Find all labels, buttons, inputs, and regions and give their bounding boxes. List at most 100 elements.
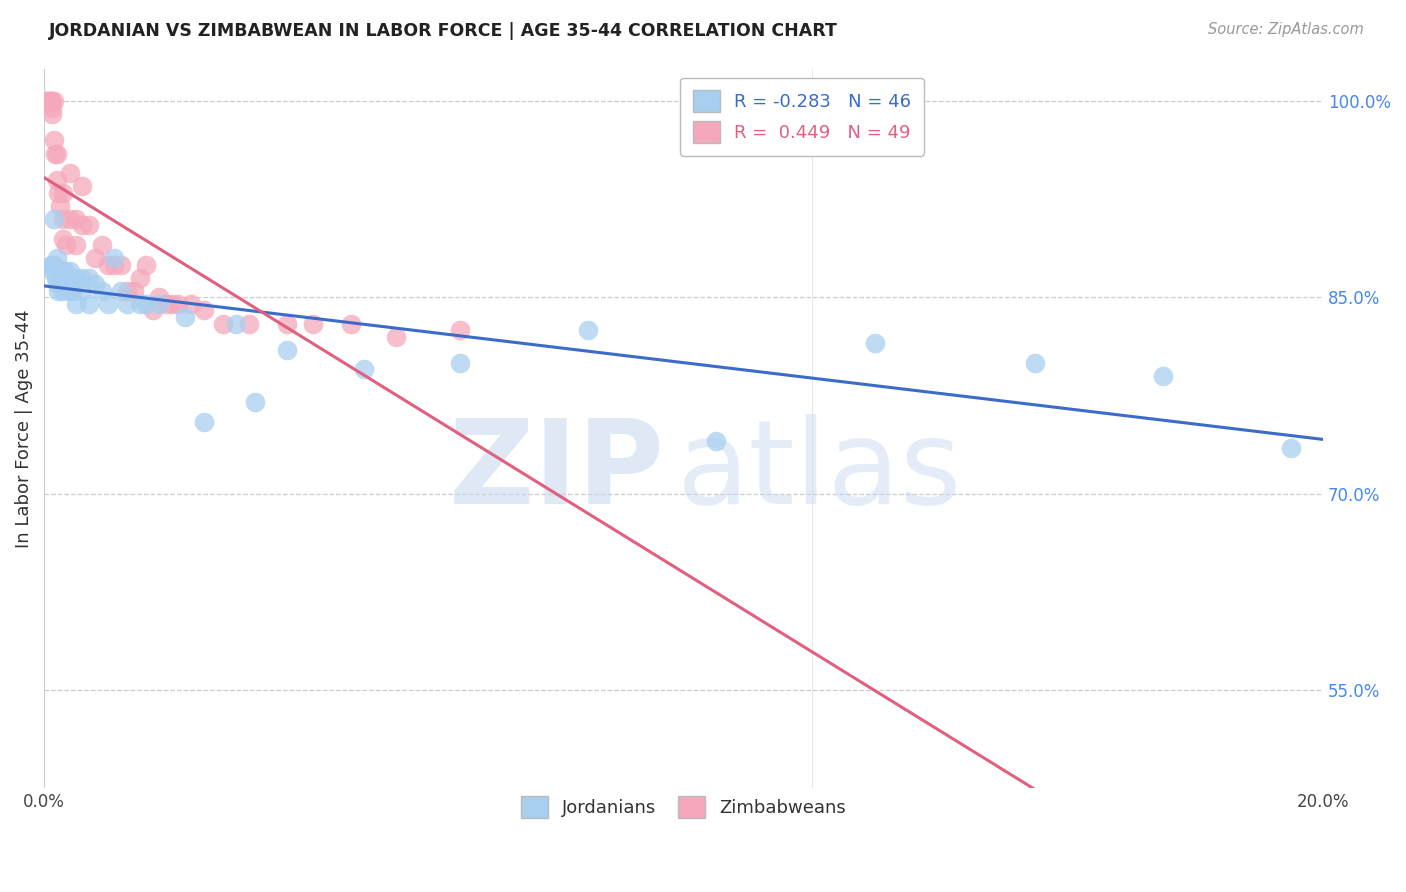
Point: [41, 101, 63, 115]
Point: [37, 94, 59, 108]
Point: [238, 317, 260, 331]
Point: [35, 94, 58, 108]
Point: [110, 284, 132, 298]
Legend: Jordanians, Zimbabweans: Jordanians, Zimbabweans: [513, 789, 853, 826]
Point: [65, 297, 87, 311]
Point: [193, 415, 215, 429]
Point: [42, 133, 65, 147]
Point: [59, 166, 82, 180]
Point: [44, 146, 66, 161]
Point: [225, 317, 247, 331]
Point: [449, 356, 471, 370]
Point: [103, 258, 125, 272]
Point: [142, 303, 165, 318]
Point: [62, 284, 84, 298]
Text: atlas: atlas: [678, 414, 963, 529]
Point: [122, 284, 145, 298]
Point: [59, 284, 82, 298]
Point: [52, 264, 75, 278]
Point: [148, 297, 170, 311]
Point: [49, 199, 72, 213]
Point: [55, 238, 77, 252]
Point: [97, 297, 120, 311]
Point: [72, 270, 94, 285]
Point: [46, 186, 69, 200]
Point: [865, 336, 887, 351]
Point: [110, 258, 132, 272]
Point: [193, 303, 215, 318]
Point: [84, 251, 107, 265]
Point: [39, 94, 62, 108]
Point: [276, 317, 298, 331]
Point: [129, 297, 152, 311]
Point: [42, 211, 65, 226]
Point: [55, 277, 77, 292]
Point: [84, 277, 107, 292]
Point: [41, 264, 63, 278]
Point: [117, 284, 139, 298]
Point: [449, 323, 471, 337]
Point: [65, 238, 87, 252]
Point: [276, 343, 298, 357]
Point: [41, 107, 63, 121]
Point: [117, 297, 139, 311]
Point: [340, 317, 363, 331]
Text: Source: ZipAtlas.com: Source: ZipAtlas.com: [1208, 22, 1364, 37]
Point: [45, 277, 67, 292]
Point: [72, 179, 94, 194]
Point: [704, 434, 727, 449]
Point: [46, 284, 69, 298]
Point: [52, 211, 75, 226]
Point: [97, 258, 120, 272]
Point: [148, 290, 170, 304]
Point: [385, 329, 408, 343]
Point: [72, 284, 94, 298]
Point: [39, 94, 62, 108]
Point: [160, 297, 183, 311]
Point: [90, 238, 112, 252]
Point: [59, 264, 82, 278]
Point: [39, 94, 62, 108]
Y-axis label: In Labor Force | Age 35-44: In Labor Force | Age 35-44: [15, 309, 32, 548]
Point: [49, 270, 72, 285]
Point: [353, 362, 375, 376]
Point: [39, 258, 62, 272]
Text: ZIP: ZIP: [449, 414, 665, 529]
Point: [180, 297, 202, 311]
Point: [173, 310, 195, 324]
Point: [135, 258, 157, 272]
Point: [212, 317, 235, 331]
Point: [59, 211, 82, 226]
Point: [301, 317, 323, 331]
Point: [59, 277, 82, 292]
Point: [135, 297, 157, 311]
Point: [90, 284, 112, 298]
Point: [77, 297, 100, 311]
Point: [45, 251, 67, 265]
Point: [155, 297, 177, 311]
Point: [1152, 368, 1174, 383]
Text: JORDANIAN VS ZIMBABWEAN IN LABOR FORCE | AGE 35-44 CORRELATION CHART: JORDANIAN VS ZIMBABWEAN IN LABOR FORCE |…: [49, 22, 838, 40]
Point: [53, 264, 76, 278]
Point: [576, 323, 599, 337]
Point: [45, 146, 67, 161]
Point: [167, 297, 190, 311]
Point: [45, 270, 67, 285]
Point: [44, 258, 66, 272]
Point: [45, 172, 67, 186]
Point: [52, 186, 75, 200]
Point: [42, 94, 65, 108]
Point: [65, 270, 87, 285]
Point: [1024, 356, 1046, 370]
Point: [41, 258, 63, 272]
Point: [65, 211, 87, 226]
Point: [72, 219, 94, 233]
Point: [52, 231, 75, 245]
Point: [129, 270, 152, 285]
Point: [1279, 441, 1302, 455]
Point: [103, 251, 125, 265]
Point: [38, 94, 60, 108]
Point: [77, 270, 100, 285]
Point: [243, 395, 266, 409]
Point: [52, 284, 75, 298]
